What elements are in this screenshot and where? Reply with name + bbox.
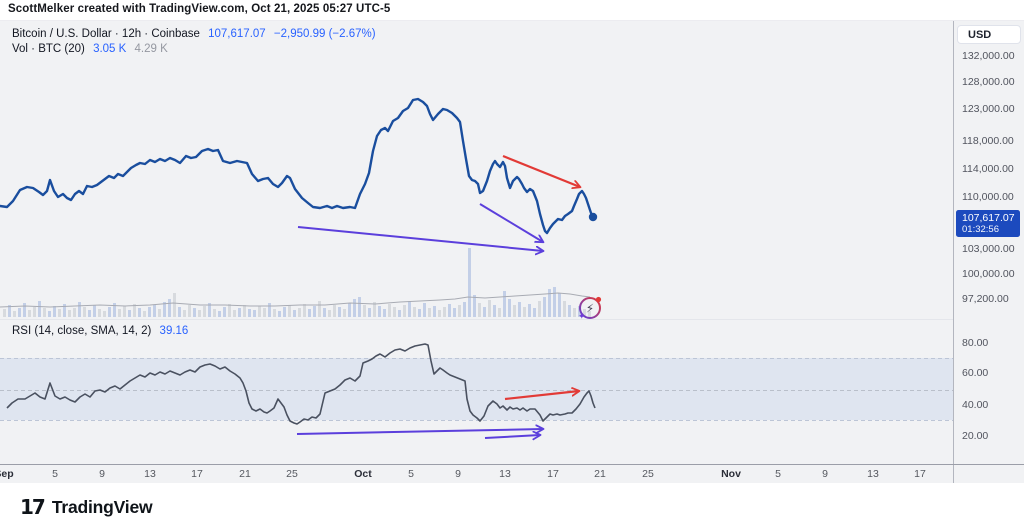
- time-axis-label: Nov: [721, 468, 741, 480]
- lightning-sticker-icon[interactable]: ⚡✦: [578, 296, 602, 319]
- rsi-value: 39.16: [159, 325, 189, 337]
- price-axis-label: 100,000.00: [962, 268, 1015, 280]
- main-legend: Bitcoin / U.S. Dollar · 12h · Coinbase 1…: [12, 27, 381, 57]
- volume-row: Vol · BTC (20) 3.05 K 4.29 K: [12, 42, 381, 57]
- annotation-arrow-purple[interactable]: [297, 226, 543, 251]
- tradingview-wordmark: TradingView: [51, 496, 153, 517]
- volume-ma-value: 4.29 K: [134, 43, 168, 55]
- time-axis-label: 21: [594, 468, 606, 480]
- time-axis-label: 5: [52, 468, 58, 480]
- footer: 17 TradingView: [0, 483, 1024, 532]
- attribution-text: ScottMelker created with TradingView.com…: [8, 3, 391, 15]
- rsi-axis-label: 20.00: [962, 430, 989, 442]
- volume-bars: [3, 248, 591, 317]
- tradingview-logo-icon: 17: [20, 495, 46, 519]
- rsi-axis-label: 40.00: [962, 399, 989, 411]
- volume-indicator-label: Vol · BTC (20): [12, 43, 85, 55]
- last-price-dot: [588, 212, 598, 222]
- price-axis-label: 114,000.00: [962, 163, 1014, 175]
- time-axis-label: 9: [455, 468, 461, 480]
- price-axis-label: 103,000.00: [962, 243, 1015, 255]
- annotation-arrow-purple[interactable]: [296, 429, 543, 435]
- time-axis-label: 9: [822, 468, 828, 480]
- annotation-arrow-purple[interactable]: [479, 203, 543, 242]
- annotation-arrow-red[interactable]: [504, 391, 579, 401]
- price-line[interactable]: [0, 97, 595, 235]
- time-axis-label: 5: [408, 468, 414, 480]
- currency-toggle-button[interactable]: USD: [957, 25, 1021, 44]
- tradingview-logo[interactable]: 17 TradingView: [20, 495, 153, 519]
- attribution-bar: ScottMelker created with TradingView.com…: [0, 0, 1024, 20]
- rsi-axis-label: 80.00: [962, 337, 989, 349]
- annotation-arrow-red[interactable]: [502, 154, 580, 187]
- badge-price: 107,617.07: [962, 212, 1015, 224]
- time-axis-label: 5: [775, 468, 781, 480]
- rsi-indicator-label: RSI (14, close, SMA, 14, 2): [12, 325, 152, 337]
- price-axis-label: 110,000.00: [962, 191, 1014, 203]
- time-axis-label: 13: [144, 468, 156, 480]
- time-axis-label: 25: [642, 468, 654, 480]
- price-change-value: −2,950.99 (−2.67%): [273, 28, 376, 40]
- price-axis-label: 97,200.00: [962, 293, 1009, 305]
- time-axis-separator: [0, 464, 1024, 465]
- price-axis-label: 118,000.00: [962, 135, 1014, 147]
- time-axis-label: 17: [191, 468, 203, 480]
- rsi-axis-label: 60.00: [962, 367, 989, 379]
- price-axis-label: 123,000.00: [962, 103, 1015, 115]
- time-axis-label: 17: [914, 468, 926, 480]
- svg-text:✦: ✦: [578, 312, 586, 319]
- time-axis-label: 25: [286, 468, 298, 480]
- svg-text:⚡: ⚡: [586, 302, 594, 316]
- volume-ma-line: [0, 292, 591, 308]
- last-price-value: 107,617.07: [208, 28, 266, 40]
- rsi-pane[interactable]: [0, 319, 953, 464]
- time-axis-label: 17: [547, 468, 559, 480]
- rsi-line[interactable]: [6, 343, 596, 425]
- rsi-band: [0, 358, 953, 420]
- symbol-row: Bitcoin / U.S. Dollar · 12h · Coinbase 1…: [12, 27, 381, 42]
- annotation-arrow-purple[interactable]: [484, 435, 540, 438]
- time-axis-label: Oct: [354, 468, 372, 480]
- last-price-badge: 107,617.07 01:32:56: [956, 210, 1020, 237]
- time-axis-label: Sep: [0, 468, 14, 480]
- time-axis[interactable]: Sep 5 9 13 17 21 25 Oct 5 9 13 17 21 25 Nov 5 9 13 17: [0, 465, 953, 484]
- volume-value: 3.05 K: [93, 43, 127, 55]
- time-axis-label: 13: [499, 468, 511, 480]
- pane-divider[interactable]: [0, 319, 953, 320]
- symbol-title: Bitcoin / U.S. Dollar · 12h · Coinbase: [12, 28, 200, 40]
- rsi-legend: RSI (14, close, SMA, 14, 2) 39.16: [12, 324, 193, 339]
- time-axis-label: 21: [239, 468, 251, 480]
- time-axis-label: 13: [867, 468, 879, 480]
- chart-region: ⚡ ✦ Bitcoin / U.S. Dollar · 12h · Coinbas…: [0, 20, 1024, 484]
- time-axis-label: 9: [99, 468, 105, 480]
- badge-countdown: 01:32:56: [962, 224, 999, 235]
- price-axis-label: 132,000.00: [962, 50, 1015, 62]
- price-scale-border: [953, 21, 954, 484]
- price-axis-label: 128,000.00: [962, 76, 1015, 88]
- price-pane[interactable]: ⚡✦: [0, 21, 953, 319]
